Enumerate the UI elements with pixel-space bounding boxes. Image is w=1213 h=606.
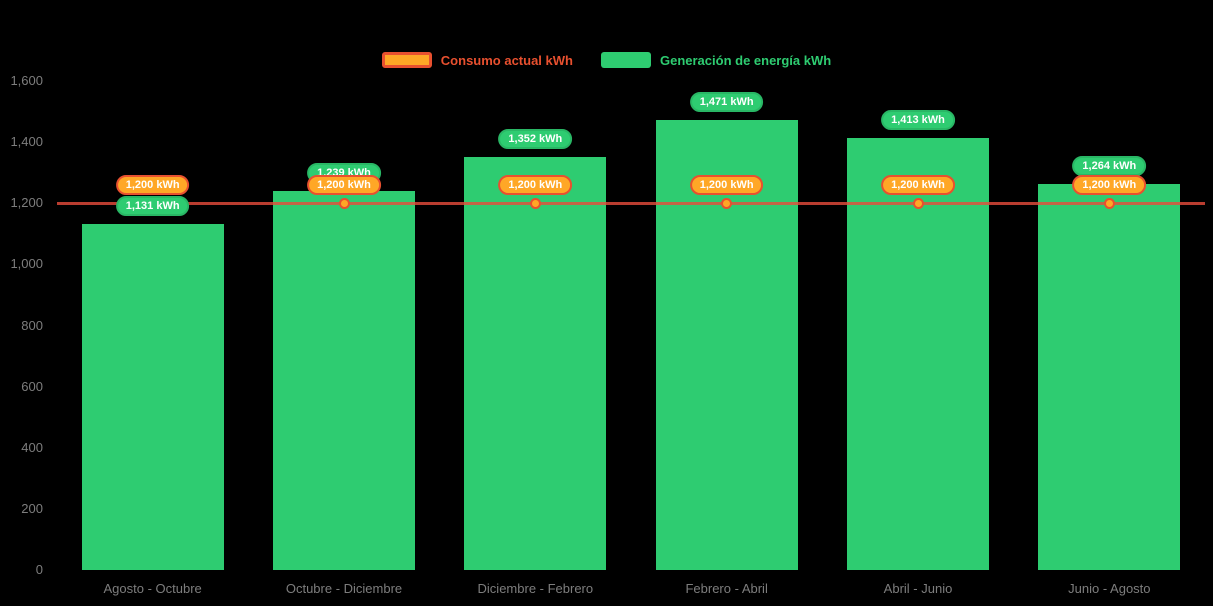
generation-legend-swatch-icon xyxy=(600,52,651,68)
generation-bar[interactable] xyxy=(655,120,798,570)
consumption-point-marker xyxy=(721,197,733,209)
y-axis-tick-label: 1,600 xyxy=(10,73,43,88)
legend-item-generacion-energia[interactable]: Generación de energía kWh xyxy=(600,52,832,68)
y-axis-tick-label: 1,200 xyxy=(10,195,43,211)
generation-value-badge: 1,131 kWh xyxy=(115,196,190,217)
generation-bar[interactable] xyxy=(1038,183,1181,570)
generation-value-badge: 1,352 kWh xyxy=(498,128,573,149)
generation-bar[interactable] xyxy=(81,224,224,570)
consumption-value-badge: 1,200 kWh xyxy=(307,175,381,196)
consumption-line xyxy=(57,201,1205,205)
x-axis: Agosto - Octubre Octubre - Diciembre Dicie… xyxy=(0,581,1213,601)
generation-bar[interactable] xyxy=(464,156,607,570)
x-axis-category-label: Junio - Agosto xyxy=(1068,581,1151,596)
generation-bar[interactable] xyxy=(273,191,415,570)
x-axis-category-label: Agosto - Octubre xyxy=(103,581,202,596)
consumption-value-badge: 1,200 kWh xyxy=(115,175,190,196)
y-axis-tick-label: 1,000 xyxy=(10,256,43,272)
generation-bar[interactable] xyxy=(847,138,989,570)
consumption-value-badge: 1,200 kWh xyxy=(689,175,764,196)
y-axis-tick-label: 800 xyxy=(21,317,43,333)
generation-value-badge: 1,264 kWh xyxy=(1072,155,1147,176)
chart-legend: Consumo actual kWh Generación de energía… xyxy=(0,52,1213,68)
x-axis-category-label: Abril - Junio xyxy=(883,581,953,596)
y-axis-tick-label: 400 xyxy=(21,439,43,455)
generation-value-badge: 1,471 kWh xyxy=(689,92,764,113)
y-axis-tick-label: 1,400 xyxy=(10,134,43,150)
legend-label-generacion-energia: Generación de energía kWh xyxy=(659,52,832,68)
generation-value-badge: 1,413 kWh xyxy=(881,110,955,131)
y-axis-tick-label: 0 xyxy=(35,562,43,577)
x-axis-category-label: Febrero - Abril xyxy=(685,581,768,596)
x-axis-category-label: Diciembre - Febrero xyxy=(477,581,594,596)
consumption-value-badge: 1,200 kWh xyxy=(498,175,573,196)
legend-item-consumo-actual[interactable]: Consumo actual kWh xyxy=(381,52,573,68)
y-axis-tick-label: 200 xyxy=(21,500,43,516)
legend-label-consumo-actual: Consumo actual kWh xyxy=(440,52,573,68)
consumption-legend-swatch-icon xyxy=(381,52,432,68)
y-axis-tick-label: 600 xyxy=(21,378,43,394)
consumption-point-marker xyxy=(912,197,924,209)
consumption-value-badge: 1,200 kWh xyxy=(881,175,955,196)
consumption-point-marker xyxy=(1103,197,1115,209)
y-axis: 0 200 400 600 800 1,000 1,200 1,400 1,600 xyxy=(0,0,43,606)
x-axis-category-label: Octubre - Diciembre xyxy=(285,581,403,596)
consumption-value-badge: 1,200 kWh xyxy=(1072,175,1147,196)
consumption-point-marker xyxy=(529,197,541,209)
consumption-point-marker xyxy=(338,197,350,209)
